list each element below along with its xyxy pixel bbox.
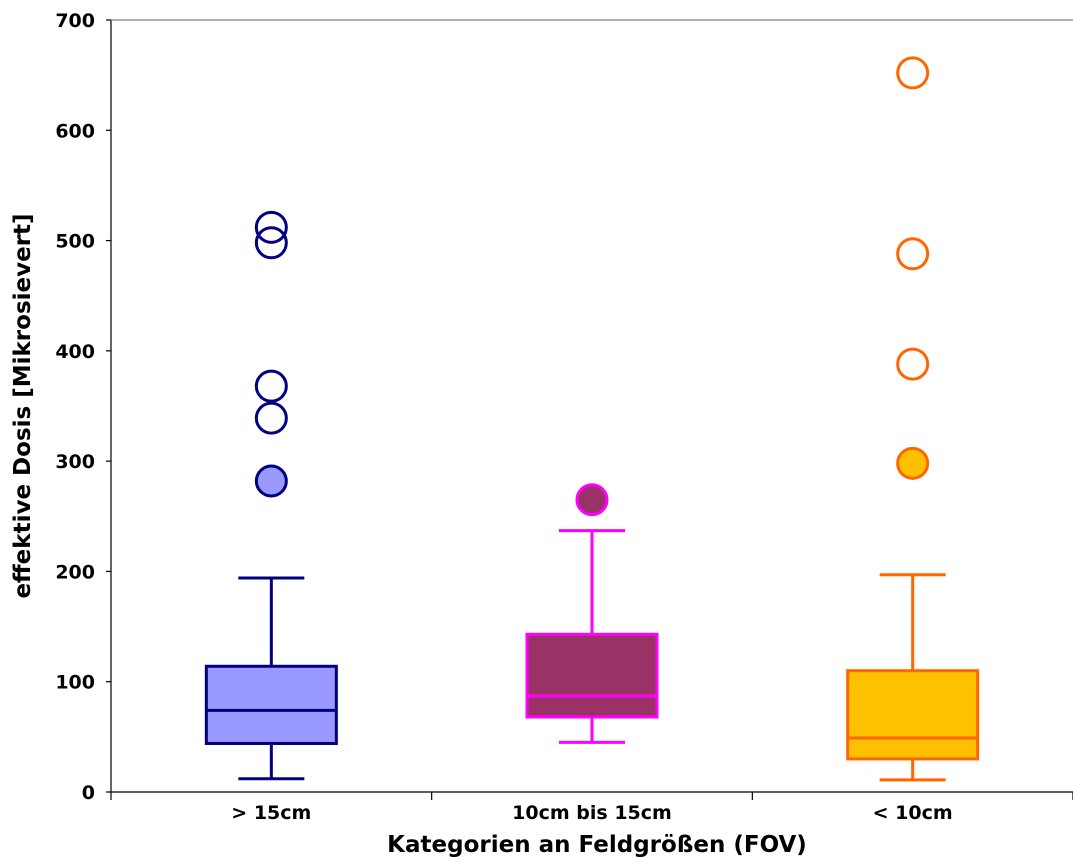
box-iqr [846,669,980,761]
box-iqr [204,664,338,745]
outlier-point-open [896,237,930,271]
y-tick-label: 700 [55,10,95,32]
y-tick-label: 500 [55,231,95,253]
axes-layer: 0 100 200 300 400 500 600 700 > 15cm 10cm bis 15c… [55,10,1073,824]
outlier-point-open [896,347,930,381]
x-tick-label: < 10cm [873,802,953,824]
y-axis-title: effektive Dosis [Mikrosievert] [10,213,36,598]
outlier-point-open [254,226,288,260]
x-tick-label: 10cm bis 15cm [512,802,672,824]
boxes-layer [204,529,980,782]
outliers-layer [254,56,930,517]
y-tick-label: 300 [55,451,95,473]
y-tick-label: 200 [55,561,95,583]
x-axis-title: Kategorien an Feldgrößen (FOV) [387,832,807,858]
outlier-point-filled [896,446,930,480]
x-tick-label: > 15cm [231,802,311,824]
y-tick-label: 600 [55,120,95,142]
outlier-point-open [896,56,930,90]
y-tick-label: 400 [55,341,95,363]
outlier-point-open [254,210,288,244]
outlier-point-open [254,401,288,435]
outlier-point-filled [575,483,609,517]
outlier-point-open [254,369,288,403]
y-tick-label: 0 [82,782,95,804]
box-iqr [525,632,659,719]
outlier-point-filled [254,464,288,498]
y-tick-label: 100 [55,672,95,694]
